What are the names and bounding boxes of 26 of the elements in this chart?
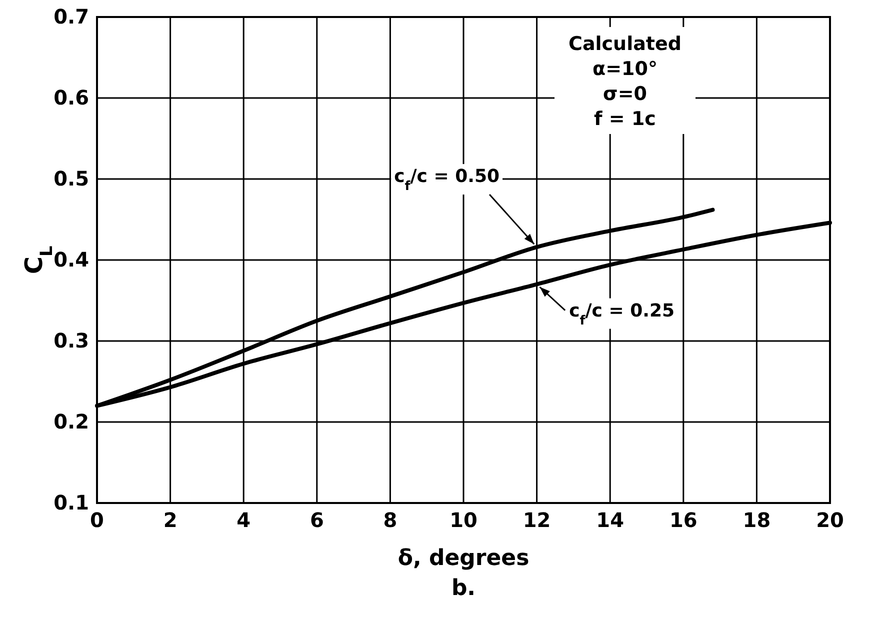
annotation: f = 1c	[594, 108, 656, 130]
y-tick-label: 0.5	[54, 166, 89, 190]
x-axis-title: δ, degrees	[398, 546, 530, 571]
series-label: c$_{f}$/c = 0.25	[569, 300, 675, 327]
x-tick-label: 6	[310, 508, 324, 532]
text: c$_{f}$/c = 0.50	[394, 166, 500, 193]
x-tick-label: 2	[163, 508, 178, 532]
x-tick-label: 0	[90, 508, 104, 532]
y-tick-label: 0.3	[54, 328, 89, 352]
x-tick-label: 14	[596, 508, 624, 532]
y-tick-label: 0.7	[54, 4, 89, 28]
x-tick-label: 10	[450, 508, 478, 532]
text: b.	[451, 576, 476, 601]
y-tick-label: 0.2	[54, 409, 89, 434]
x-tick-label: 16	[669, 508, 698, 532]
x-tick-label: 4	[236, 508, 251, 532]
x-tick-label: 12	[522, 508, 551, 532]
y-tick-label: 0.6	[54, 85, 89, 110]
x-tick-label: 8	[383, 508, 398, 532]
x-tick-label: 18	[742, 508, 771, 532]
annotation: σ=0	[603, 83, 647, 105]
x-tick-label: 20	[816, 508, 844, 532]
y-tick-label: 0.1	[54, 490, 89, 514]
y-tick-label: 0.4	[54, 247, 89, 272]
annotation: Calculated	[568, 33, 682, 55]
annotation: α=10°	[592, 58, 658, 80]
